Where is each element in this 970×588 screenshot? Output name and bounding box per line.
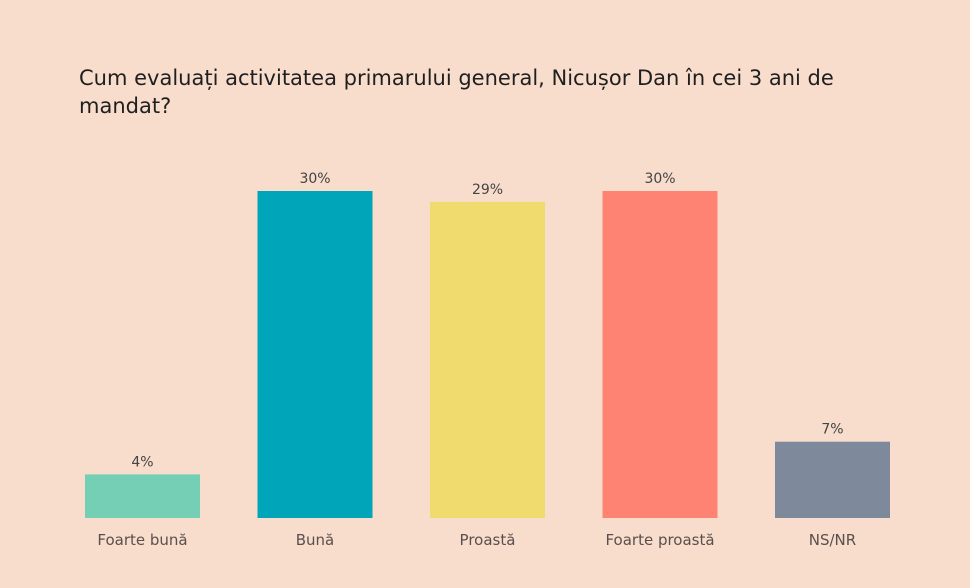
category-label: Foarte proastă (605, 531, 714, 549)
chart-title: Cum evaluați activitatea primarului gene… (79, 66, 834, 118)
category-label: Foarte bună (97, 531, 187, 549)
data-label: 30% (299, 171, 330, 187)
bar-4 (775, 441, 890, 518)
bar-3 (602, 191, 718, 518)
data-label: 30% (644, 171, 675, 187)
category-label: Bună (296, 531, 335, 549)
data-label: 4% (131, 454, 153, 470)
data-label: 29% (472, 182, 503, 198)
bar-1 (257, 191, 373, 518)
data-label: 7% (821, 422, 843, 438)
bar-2 (430, 201, 545, 518)
category-label: Proastă (460, 531, 516, 549)
category-label: NS/NR (809, 531, 856, 549)
bar-0 (85, 474, 200, 518)
